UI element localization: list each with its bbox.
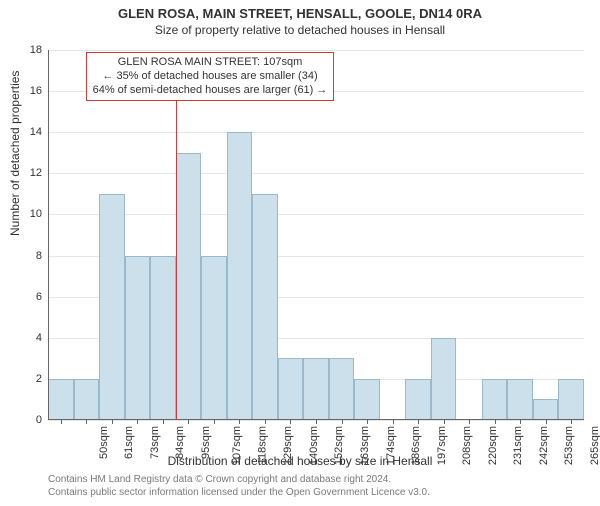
info-box-line2: ← 35% of detached houses are smaller (34… bbox=[93, 70, 328, 84]
y-tick-label: 12 bbox=[14, 167, 42, 179]
x-tick-mark bbox=[469, 420, 470, 424]
y-tick-label: 14 bbox=[14, 126, 42, 138]
y-tick-label: 6 bbox=[14, 291, 42, 303]
x-tick-mark bbox=[393, 420, 394, 424]
y-tick-label: 4 bbox=[14, 332, 42, 344]
reference-marker-line bbox=[176, 92, 177, 420]
x-tick-mark bbox=[265, 420, 266, 424]
histogram-bar bbox=[150, 256, 176, 420]
histogram-bar bbox=[278, 358, 304, 420]
x-tick-mark bbox=[342, 420, 343, 424]
x-tick-mark bbox=[367, 420, 368, 424]
x-tick-mark bbox=[520, 420, 521, 424]
footer-line2: Contains public sector information licen… bbox=[48, 487, 430, 500]
x-tick-mark bbox=[61, 420, 62, 424]
y-axis-line bbox=[48, 50, 49, 420]
histogram-bar bbox=[252, 194, 278, 420]
x-tick-mark bbox=[137, 420, 138, 424]
histogram-bar bbox=[558, 379, 584, 420]
info-box: GLEN ROSA MAIN STREET: 107sqm← 35% of de… bbox=[86, 52, 335, 101]
histogram-bar bbox=[201, 256, 227, 420]
x-tick-mark bbox=[571, 420, 572, 424]
chart-title-main: GLEN ROSA, MAIN STREET, HENSALL, GOOLE, … bbox=[0, 6, 600, 21]
x-tick-mark bbox=[188, 420, 189, 424]
chart-area: 02468101214161850sqm61sqm73sqm84sqm95sqm… bbox=[48, 50, 584, 420]
x-tick-mark bbox=[239, 420, 240, 424]
chart-title-sub: Size of property relative to detached ho… bbox=[0, 23, 600, 37]
gridline bbox=[48, 50, 584, 51]
x-tick-mark bbox=[316, 420, 317, 424]
y-tick-label: 2 bbox=[14, 373, 42, 385]
x-tick-mark bbox=[163, 420, 164, 424]
gridline bbox=[48, 173, 584, 174]
y-tick-label: 18 bbox=[14, 44, 42, 56]
info-box-line3: 64% of semi-detached houses are larger (… bbox=[93, 84, 328, 98]
x-tick-mark bbox=[495, 420, 496, 424]
histogram-bar bbox=[74, 379, 100, 420]
plot-area: 02468101214161850sqm61sqm73sqm84sqm95sqm… bbox=[48, 50, 584, 420]
histogram-bar bbox=[329, 358, 355, 420]
footer-line1: Contains HM Land Registry data © Crown c… bbox=[48, 474, 430, 487]
x-tick-mark bbox=[418, 420, 419, 424]
x-tick-mark bbox=[546, 420, 547, 424]
histogram-bar bbox=[227, 132, 253, 420]
histogram-bar bbox=[431, 338, 457, 420]
histogram-bar bbox=[303, 358, 329, 420]
histogram-bar bbox=[507, 379, 533, 420]
info-box-line1: GLEN ROSA MAIN STREET: 107sqm bbox=[93, 56, 328, 70]
histogram-bar bbox=[48, 379, 74, 420]
histogram-bar bbox=[176, 153, 202, 420]
histogram-bar bbox=[533, 399, 559, 420]
histogram-bar bbox=[405, 379, 431, 420]
x-axis-label: Distribution of detached houses by size … bbox=[0, 454, 600, 468]
y-tick-label: 8 bbox=[14, 250, 42, 262]
x-tick-mark bbox=[86, 420, 87, 424]
histogram-bar bbox=[482, 379, 508, 420]
histogram-bar bbox=[125, 256, 151, 420]
x-tick-mark bbox=[290, 420, 291, 424]
y-tick-label: 0 bbox=[14, 414, 42, 426]
histogram-bar bbox=[354, 379, 380, 420]
x-tick-mark bbox=[214, 420, 215, 424]
x-tick-mark bbox=[444, 420, 445, 424]
x-tick-mark bbox=[112, 420, 113, 424]
histogram-bar bbox=[99, 194, 125, 420]
footer-attribution: Contains HM Land Registry data © Crown c… bbox=[48, 474, 430, 499]
gridline bbox=[48, 214, 584, 215]
gridline bbox=[48, 132, 584, 133]
y-tick-label: 16 bbox=[14, 85, 42, 97]
y-tick-label: 10 bbox=[14, 208, 42, 220]
